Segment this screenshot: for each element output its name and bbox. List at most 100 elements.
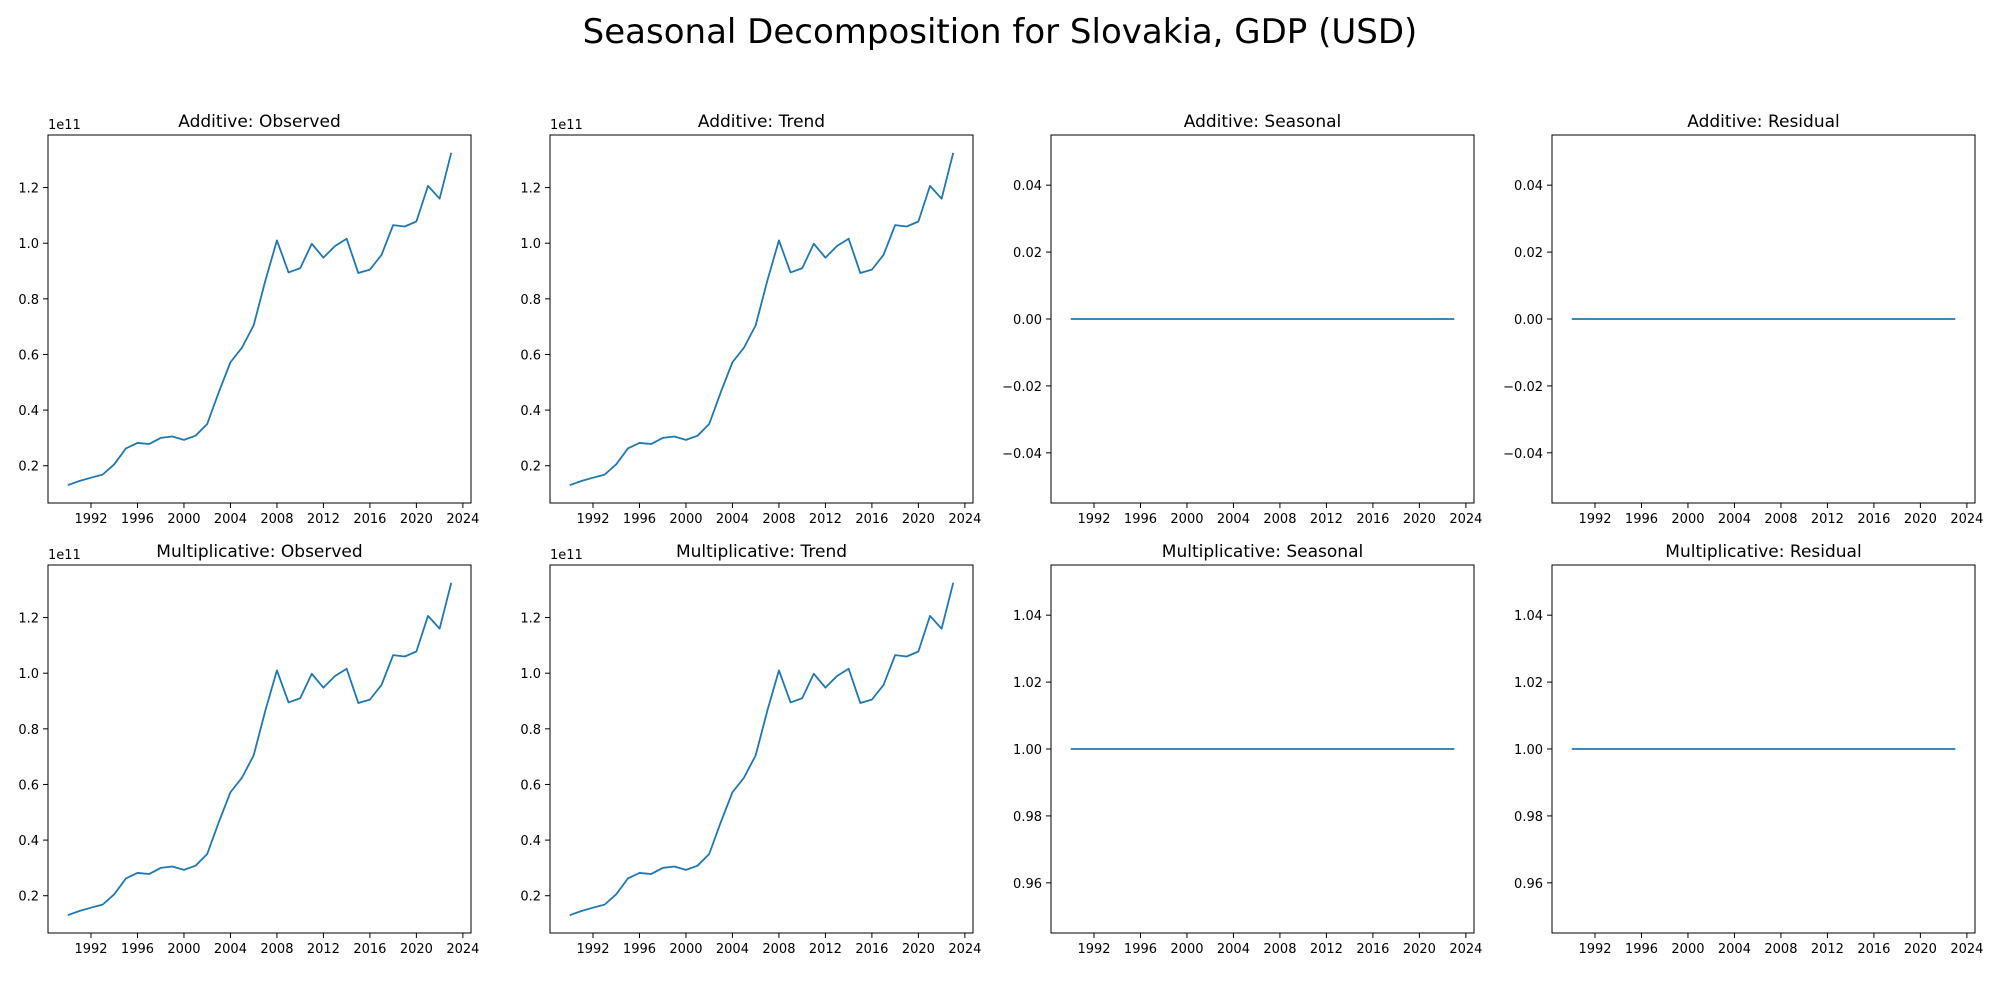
axis-offset-label: 1e11 — [48, 118, 81, 133]
x-tick-label: 2020 — [1403, 512, 1436, 527]
x-tick-label: 2008 — [1263, 942, 1296, 957]
series-line — [569, 582, 955, 917]
y-tick-label: 0.8 — [520, 723, 541, 738]
y-tick-label: 1.0 — [520, 667, 541, 682]
axis-offset-label: 1e11 — [550, 548, 583, 563]
subplot-title: Additive: Observed — [178, 112, 340, 132]
x-tick-label: 2012 — [1310, 942, 1343, 957]
x-tick-label: 2012 — [809, 942, 842, 957]
y-tick-label: 0.96 — [1514, 877, 1543, 892]
x-tick-label: 2000 — [1170, 512, 1203, 527]
x-tick-label: 2004 — [1217, 512, 1250, 527]
x-tick-label: 2024 — [446, 512, 479, 527]
y-tick-label: 0.2 — [520, 460, 541, 475]
y-tick-label: 0.2 — [520, 890, 541, 905]
y-tick-label: 0.4 — [520, 404, 541, 419]
x-tick-label: 2008 — [762, 942, 795, 957]
y-tick-label: 1.00 — [1013, 743, 1042, 758]
x-tick-label: 2020 — [400, 512, 433, 527]
x-tick-label: 2020 — [902, 512, 935, 527]
x-tick-label: 2016 — [1356, 942, 1389, 957]
x-tick-label: 2024 — [446, 942, 479, 957]
plot-frame — [47, 564, 472, 934]
x-tick-label: 2008 — [1764, 512, 1797, 527]
x-tick-label: 2008 — [260, 942, 293, 957]
subplot-6: Multiplicative: Trend 1e11 1992 1996 2000 200… — [520, 542, 981, 957]
x-tick-label: 1996 — [623, 512, 656, 527]
x-tick-label: 2020 — [400, 942, 433, 957]
y-tick-label: 0.04 — [1514, 179, 1543, 194]
x-tick-label: 2008 — [762, 512, 795, 527]
y-tick-label: 1.0 — [18, 667, 39, 682]
y-tick-label: −0.04 — [1002, 447, 1042, 462]
axis-offset-label: 1e11 — [48, 548, 81, 563]
y-tick-label: 1.00 — [1514, 743, 1543, 758]
x-tick-label: 2004 — [1217, 942, 1250, 957]
x-tick-label: 2000 — [669, 512, 702, 527]
y-tick-label: −0.02 — [1503, 380, 1543, 395]
y-tick-label: 1.2 — [520, 612, 541, 627]
x-tick-label: 2024 — [1449, 512, 1482, 527]
subplot-8: Multiplicative: Residual 1992 1996 2000 2004… — [1514, 542, 1983, 957]
plot-frame — [1551, 134, 1976, 504]
x-tick-label: 1992 — [576, 512, 609, 527]
plot-frame — [47, 134, 472, 504]
x-tick-label: 2008 — [1764, 942, 1797, 957]
x-tick-label: 2000 — [167, 512, 200, 527]
x-tick-label: 2004 — [214, 512, 247, 527]
x-tick-label: 1996 — [1124, 942, 1157, 957]
x-tick-label: 2020 — [902, 942, 935, 957]
subplot-title: Additive: Trend — [698, 112, 825, 132]
x-tick-label: 1996 — [121, 512, 154, 527]
x-tick-label: 2012 — [1310, 512, 1343, 527]
x-tick-label: 2012 — [1811, 512, 1844, 527]
subplot-title: Additive: Residual — [1687, 112, 1839, 132]
x-tick-label: 2020 — [1904, 512, 1937, 527]
y-tick-label: 0.98 — [1013, 810, 1042, 825]
y-tick-label: 0.4 — [18, 404, 39, 419]
y-tick-label: 1.2 — [18, 182, 39, 197]
x-tick-label: 2016 — [1857, 512, 1890, 527]
subplot-4: Additive: Residual 1992 1996 2000 2004 2008 20… — [1503, 112, 1983, 527]
y-tick-label: 0.8 — [18, 293, 39, 308]
y-tick-label: −0.02 — [1002, 380, 1042, 395]
subplot-1: Additive: Observed 1e11 1992 1996 2000 2004 20… — [18, 112, 479, 527]
y-tick-label: 1.0 — [520, 237, 541, 252]
y-tick-label: 0.04 — [1013, 179, 1042, 194]
x-tick-label: 1996 — [623, 942, 656, 957]
x-tick-label: 2000 — [1671, 512, 1704, 527]
subplot-title: Multiplicative: Residual — [1665, 542, 1861, 562]
x-tick-label: 1992 — [576, 942, 609, 957]
y-tick-label: 0.8 — [520, 293, 541, 308]
plot-frame — [1050, 134, 1475, 504]
y-tick-label: 0.00 — [1013, 313, 1042, 328]
y-tick-label: 0.6 — [18, 348, 39, 363]
x-tick-label: 2008 — [1263, 512, 1296, 527]
y-tick-label: 1.04 — [1514, 609, 1543, 624]
axis-offset-label: 1e11 — [550, 118, 583, 133]
y-tick-label: 0.6 — [520, 778, 541, 793]
x-tick-label: 2004 — [716, 942, 749, 957]
y-tick-label: 1.0 — [18, 237, 39, 252]
x-tick-label: 1996 — [1625, 512, 1658, 527]
y-tick-label: 0.98 — [1514, 810, 1543, 825]
y-tick-label: 0.6 — [18, 778, 39, 793]
y-tick-label: 0.02 — [1514, 246, 1543, 261]
y-tick-label: 0.4 — [18, 834, 39, 849]
subplot-title: Multiplicative: Seasonal — [1162, 542, 1363, 562]
x-tick-label: 2012 — [809, 512, 842, 527]
x-tick-label: 2000 — [1170, 942, 1203, 957]
y-tick-label: 1.02 — [1514, 676, 1543, 691]
x-tick-label: 2000 — [1671, 942, 1704, 957]
y-tick-label: 0.02 — [1013, 246, 1042, 261]
series-line — [67, 152, 453, 487]
x-tick-label: 1992 — [1578, 512, 1611, 527]
x-tick-label: 2016 — [855, 512, 888, 527]
plot-frame — [1050, 564, 1475, 934]
subplot-7: Multiplicative: Seasonal 1992 1996 2000 2004… — [1013, 542, 1482, 957]
y-tick-label: −0.04 — [1503, 447, 1543, 462]
plot-frame — [1551, 564, 1976, 934]
x-tick-label: 1992 — [1578, 942, 1611, 957]
y-tick-label: 0.6 — [520, 348, 541, 363]
